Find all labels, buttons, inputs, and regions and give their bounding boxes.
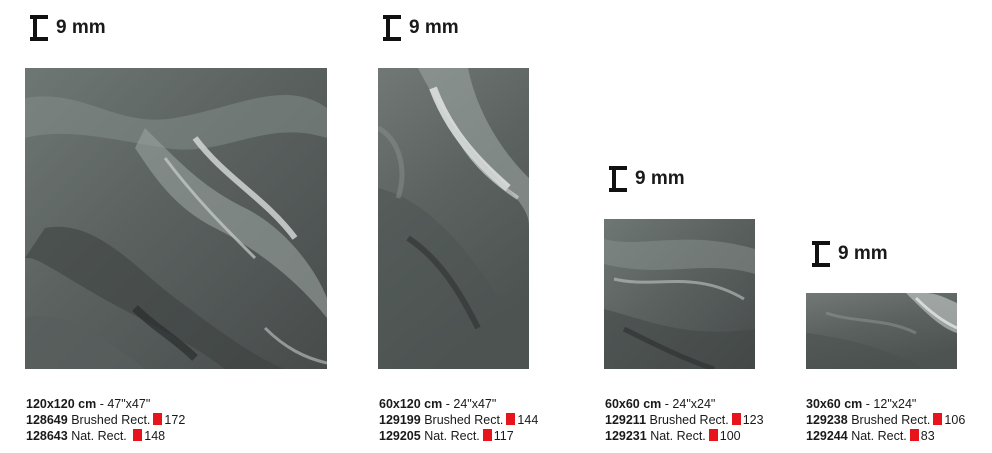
thickness-value: 9 mm: [838, 243, 888, 264]
product-code: 129199: [379, 413, 421, 427]
thickness-bracket-icon: [26, 13, 52, 43]
size-metric: 60x60 cm: [605, 397, 662, 411]
finish-row: 128649 Brushed Rect. 172: [26, 412, 185, 428]
finish-qty: 144: [517, 413, 539, 427]
size-metric: 30x60 cm: [806, 397, 863, 411]
product-code: 129231: [605, 429, 647, 443]
finish-row: 129205 Nat. Rect. 117: [379, 428, 538, 444]
size-line: 60x60 cm - 24"x24": [605, 396, 764, 412]
finish-row: 129244 Nat. Rect. 83: [806, 428, 965, 444]
size-metric: 60x120 cm: [379, 397, 443, 411]
finish-qty: 83: [920, 429, 935, 443]
thickness-label-1: 9 mm: [26, 13, 106, 43]
tile-image-60x60: [604, 219, 755, 369]
size-line: 60x120 cm - 24"x47": [379, 396, 538, 412]
thickness-label-4: 9 mm: [808, 239, 888, 269]
product-code: 129205: [379, 429, 421, 443]
product-code: 128649: [26, 413, 68, 427]
finish-row: 128643 Nat. Rect. 148: [26, 428, 185, 444]
red-square-icon: [933, 413, 943, 425]
product-code: 128643: [26, 429, 68, 443]
finish-row: 129231 Nat. Rect. 100: [605, 428, 764, 444]
red-square-icon: [909, 429, 919, 441]
finish-qty: 100: [719, 429, 741, 443]
size-line: 120x120 cm - 47"x47": [26, 396, 185, 412]
thickness-label-2: 9 mm: [379, 13, 459, 43]
thickness-bracket-icon: [605, 164, 631, 194]
finish-name: Brushed Rect.: [851, 413, 931, 427]
tile-image-60x120: [378, 68, 529, 369]
red-square-icon: [482, 429, 492, 441]
finish-qty: 106: [944, 413, 966, 427]
red-square-icon: [133, 429, 143, 441]
thickness-value: 9 mm: [56, 17, 106, 38]
tile-image-30x60: [806, 293, 957, 369]
product-code: 129244: [806, 429, 848, 443]
red-square-icon: [708, 429, 718, 441]
finish-qty: 172: [164, 413, 186, 427]
finish-qty: 123: [742, 413, 764, 427]
tile-info-2: 60x120 cm - 24"x47" 129199 Brushed Rect.…: [379, 396, 538, 444]
size-metric: 120x120 cm: [26, 397, 97, 411]
thickness-label-3: 9 mm: [605, 164, 685, 194]
product-code: 129211: [605, 413, 647, 427]
size-imperial: - 12"x24": [865, 397, 917, 411]
size-imperial: - 47"x47": [99, 397, 151, 411]
red-square-icon: [506, 413, 516, 425]
finish-row: 129238 Brushed Rect. 106: [806, 412, 965, 428]
red-square-icon: [731, 413, 741, 425]
thickness-value: 9 mm: [635, 168, 685, 189]
tile-info-4: 30x60 cm - 12"x24" 129238 Brushed Rect. 1…: [806, 396, 965, 444]
finish-name: Brushed Rect.: [649, 413, 729, 427]
tile-image-120x120: [25, 68, 327, 369]
thickness-value: 9 mm: [409, 17, 459, 38]
tile-info-1: 120x120 cm - 47"x47" 128649 Brushed Rect…: [26, 396, 185, 444]
finish-name: Nat. Rect.: [851, 429, 907, 443]
finish-name: Nat. Rect.: [424, 429, 480, 443]
finish-qty: 117: [493, 429, 514, 443]
finish-name: Brushed Rect.: [424, 413, 504, 427]
tile-info-3: 60x60 cm - 24"x24" 129211 Brushed Rect. 1…: [605, 396, 764, 444]
finish-qty: 148: [144, 429, 166, 443]
size-line: 30x60 cm - 12"x24": [806, 396, 965, 412]
size-imperial: - 24"x47": [445, 397, 497, 411]
thickness-bracket-icon: [808, 239, 834, 269]
finish-name: Brushed Rect.: [71, 413, 151, 427]
red-square-icon: [153, 413, 163, 425]
finish-row: 129199 Brushed Rect. 144: [379, 412, 538, 428]
finish-name: Nat. Rect.: [650, 429, 706, 443]
product-code: 129238: [806, 413, 848, 427]
finish-row: 129211 Brushed Rect. 123: [605, 412, 764, 428]
size-imperial: - 24"x24": [664, 397, 716, 411]
thickness-bracket-icon: [379, 13, 405, 43]
finish-name: Nat. Rect.: [71, 429, 127, 443]
